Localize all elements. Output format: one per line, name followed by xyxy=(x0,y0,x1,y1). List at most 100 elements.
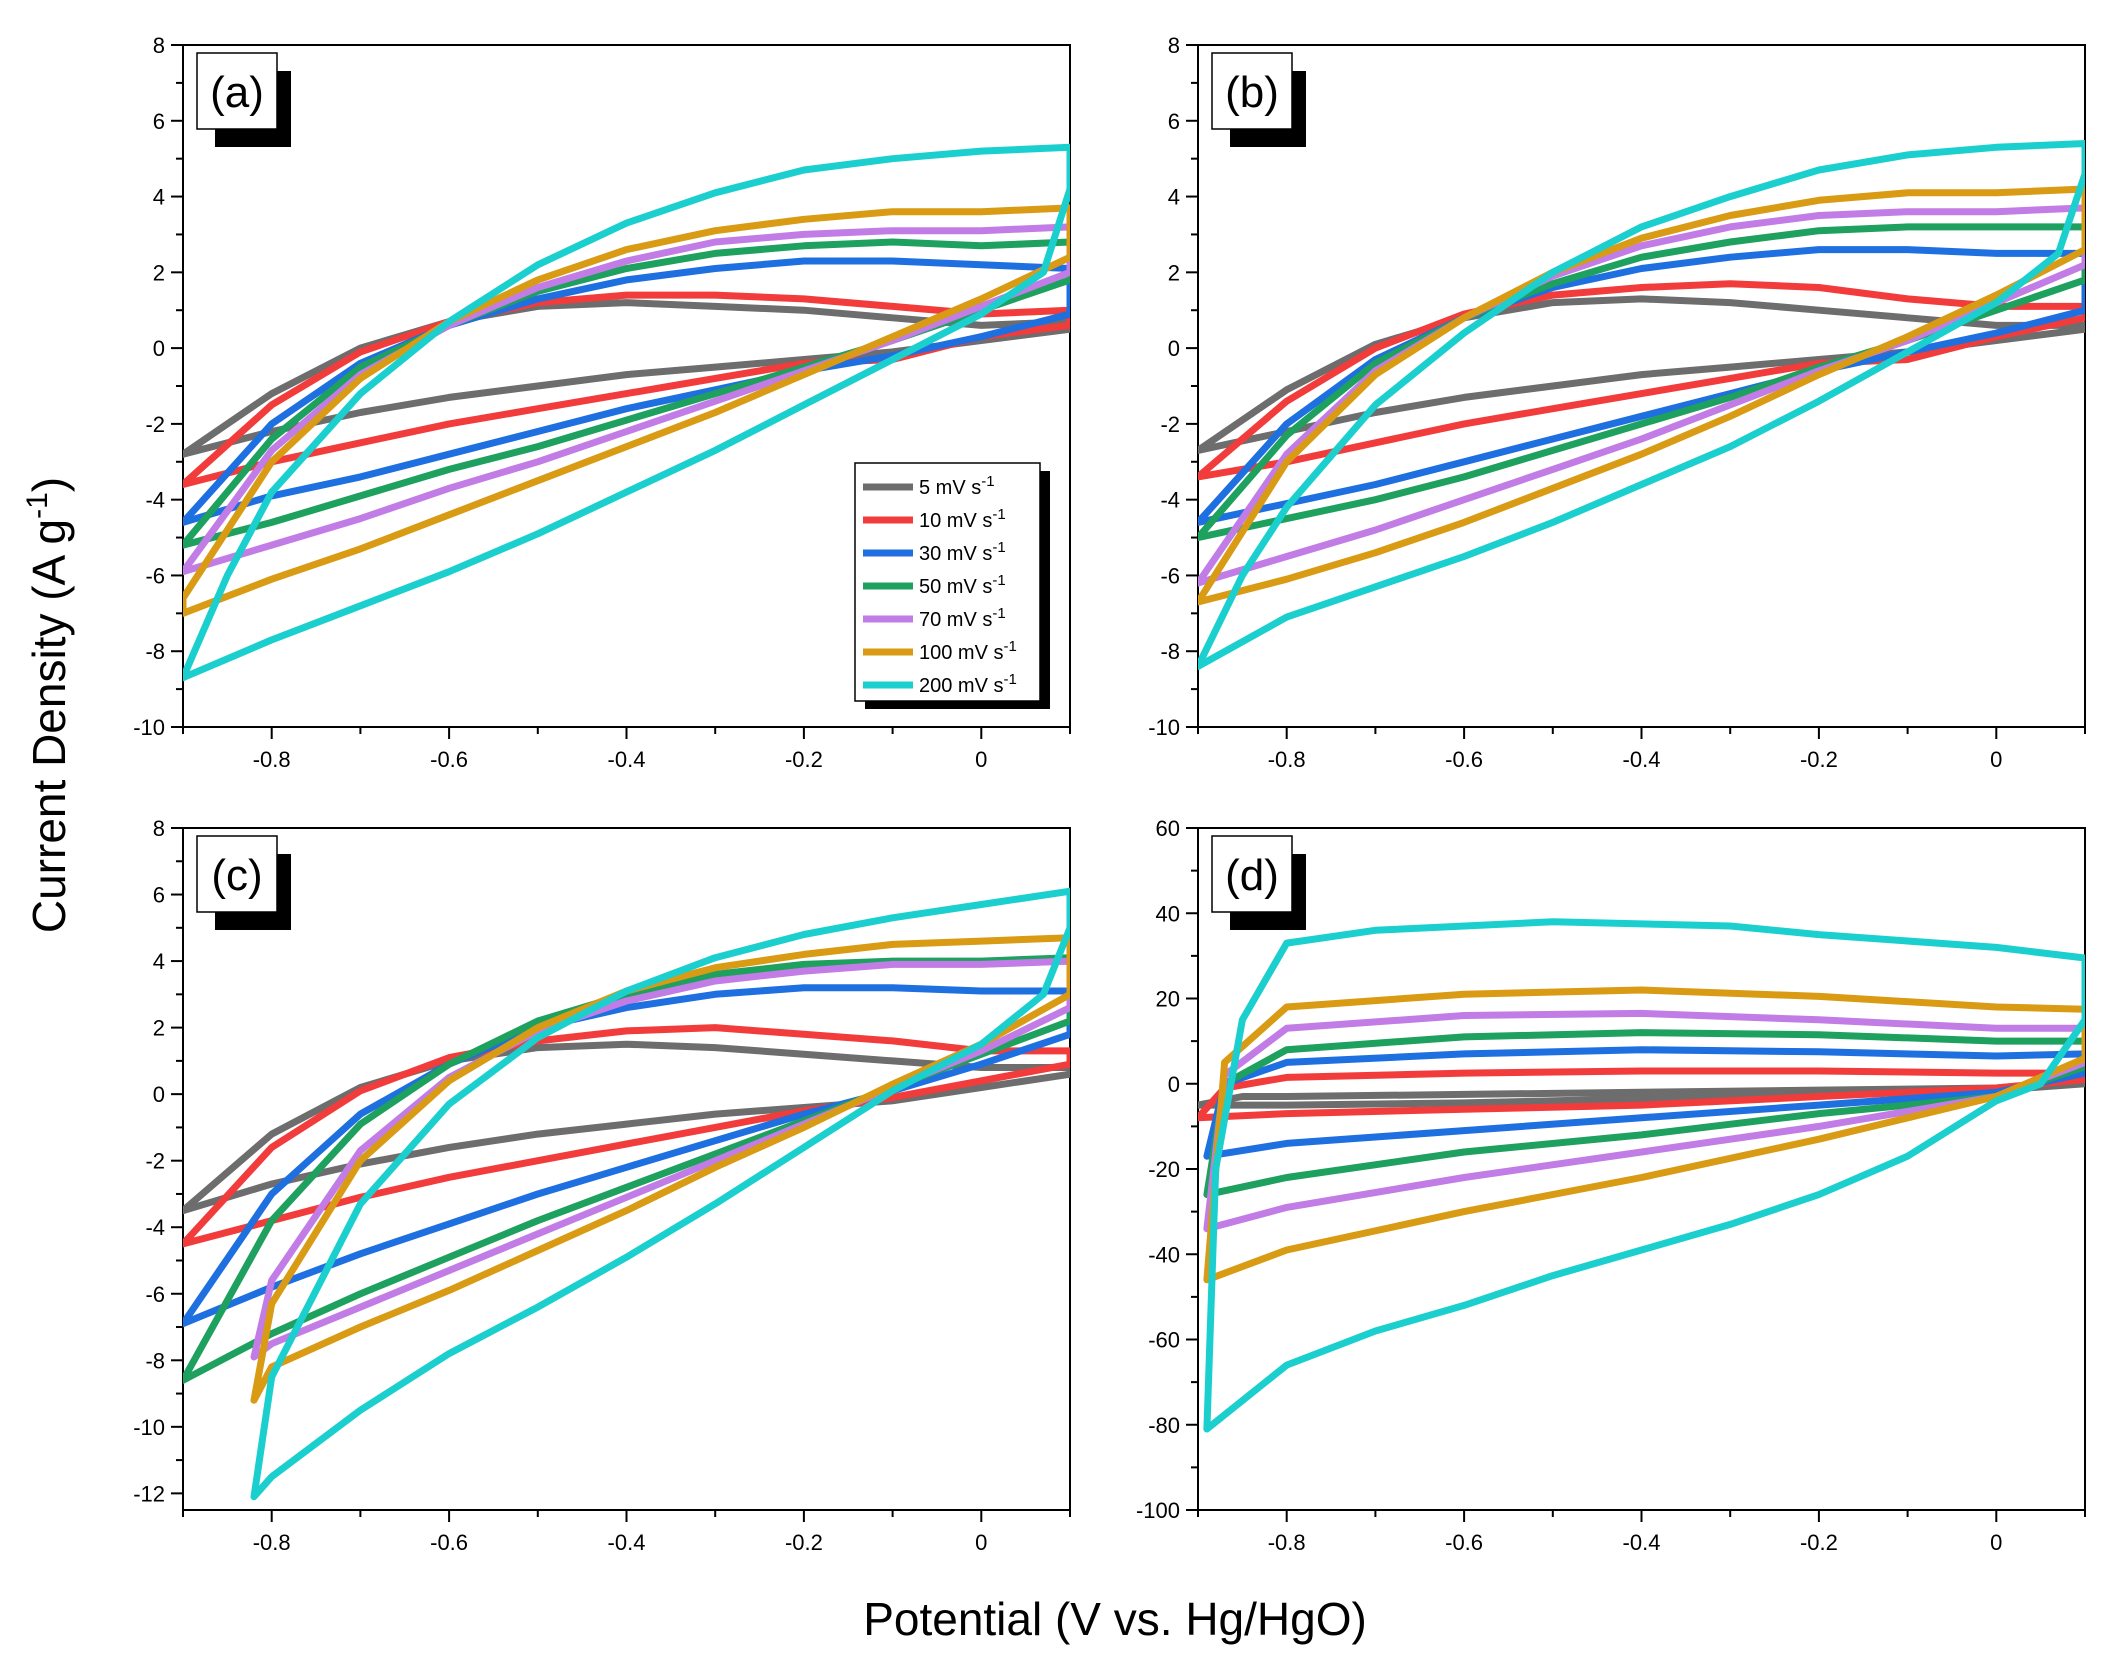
x-tick-label: 0 xyxy=(1990,1530,2002,1555)
x-tick-label: -0.8 xyxy=(253,1530,291,1555)
cv-loop-50-mv xyxy=(1203,1029,2085,1199)
cv-loop-100-mv xyxy=(1203,986,2085,1284)
panel-d: -0.8 -0.6 -0.4 -0.2 0 60 40 20 0 -20 -40 -60 -80 -100… xyxy=(1136,816,2086,1555)
x-tick-label: -0.4 xyxy=(608,1530,646,1555)
x-tick-label: -0.2 xyxy=(785,1530,823,1555)
x-tick-label: -0.8 xyxy=(253,747,291,772)
y-tick-label: -4 xyxy=(1160,488,1180,513)
y-tick-label: 4 xyxy=(153,185,165,210)
y-tick-label: -6 xyxy=(145,1282,165,1307)
x-tick-label: -0.2 xyxy=(1800,1530,1838,1555)
panel-label: (a) xyxy=(210,68,264,117)
y-tick-label: 20 xyxy=(1156,987,1180,1012)
y-tick-label: 8 xyxy=(153,816,165,841)
y-tick-label: -4 xyxy=(145,1215,165,1240)
x-axis-title: Potential (V vs. Hg/HgO) xyxy=(863,1593,1367,1645)
y-tick-label: 2 xyxy=(153,260,165,285)
y-axis-title-close: ) xyxy=(23,477,75,492)
y-tick-label: 6 xyxy=(1168,109,1180,134)
panel-label: (d) xyxy=(1225,851,1279,900)
x-tick-label: -0.6 xyxy=(1445,747,1483,772)
series-group xyxy=(1198,140,2085,670)
y-tick-label: -2 xyxy=(145,1149,165,1174)
y-tick-label: -20 xyxy=(1148,1157,1180,1182)
x-tick-label: -0.4 xyxy=(1623,747,1661,772)
x-tick-label: -0.8 xyxy=(1268,747,1306,772)
panel-label-box xyxy=(196,835,278,913)
y-tick-label: -8 xyxy=(1160,639,1180,664)
y-tick-label: 0 xyxy=(1168,336,1180,361)
cv-loop-10-mv xyxy=(1198,1067,2085,1122)
panel-label: (c) xyxy=(211,851,262,900)
panel-label: (b) xyxy=(1225,68,1279,117)
x-tick-label: -0.4 xyxy=(608,747,646,772)
y-tick-label: -10 xyxy=(133,715,165,740)
x-tick-label: -0.6 xyxy=(430,747,468,772)
cv-loop-200-mv xyxy=(1203,918,2085,1433)
panel-label-box xyxy=(1211,52,1293,130)
y-tick-label: -80 xyxy=(1148,1413,1180,1438)
x-tick-label: 0 xyxy=(1990,747,2002,772)
y-tick-label: 4 xyxy=(1168,185,1180,210)
panel-label-box xyxy=(196,52,278,130)
y-tick-label: 6 xyxy=(153,109,165,134)
legend-label-10: 10 mV s-1 xyxy=(919,506,1006,532)
y-axis-title-main: Current Density (A g xyxy=(23,519,75,933)
cv-loop-5-mv xyxy=(1198,1076,2085,1109)
x-tick-label: 0 xyxy=(975,1530,987,1555)
panel-c: -0.8 -0.6 -0.4 -0.2 0 8 6 4 2 0 -2 -4 -6 -8 -10 -12 (c) xyxy=(133,816,1071,1555)
y-tick-label: -8 xyxy=(145,639,165,664)
x-tick-label: -0.4 xyxy=(1623,1530,1661,1555)
y-tick-label: 8 xyxy=(1168,33,1180,58)
series-group xyxy=(183,887,1070,1501)
legend-box xyxy=(854,462,1041,702)
series-group xyxy=(183,143,1070,682)
panel-label-box xyxy=(1211,835,1293,913)
legend-label-70: 70 mV s-1 xyxy=(919,605,1006,631)
cv-loop-200-mv xyxy=(1198,140,2085,670)
panel-a: -0.8 -0.6 -0.4 -0.2 0 8 6 4 2 0 -2 -4 -6 -8 -10 (a) 5 mV… xyxy=(133,33,1071,772)
y-tick-label: -12 xyxy=(133,1481,165,1506)
cv-loop-100-mv xyxy=(183,204,1070,617)
y-tick-label: 60 xyxy=(1156,816,1180,841)
x-tick-label: -0.6 xyxy=(1445,1530,1483,1555)
x-tick-label: 0 xyxy=(975,747,987,772)
legend-label-5: 5 mV s-1 xyxy=(919,473,995,499)
y-tick-label: -100 xyxy=(1136,1498,1180,1523)
plot-frame xyxy=(1197,44,2086,728)
y-tick-label: -60 xyxy=(1148,1328,1180,1353)
legend-label-50: 50 mV s-1 xyxy=(919,572,1006,598)
cv-loop-50-mv xyxy=(183,954,1070,1384)
cv-loop-30-mv xyxy=(183,257,1070,526)
y-tick-label: 0 xyxy=(1168,1072,1180,1097)
series-group xyxy=(1198,918,2085,1433)
y-tick-label: 0 xyxy=(153,1082,165,1107)
y-tick-label: 0 xyxy=(153,336,165,361)
y-tick-label: 4 xyxy=(153,949,165,974)
y-tick-label: -6 xyxy=(145,563,165,588)
cv-loop-200-mv xyxy=(250,887,1070,1501)
y-tick-label: -2 xyxy=(145,412,165,437)
cv-loop-30-mv xyxy=(183,984,1070,1328)
y-tick-label: 6 xyxy=(153,883,165,908)
y-tick-label: 2 xyxy=(153,1016,165,1041)
y-tick-label: -40 xyxy=(1148,1242,1180,1267)
x-tick-label: -0.8 xyxy=(1268,1530,1306,1555)
legend-label-100: 100 mV s-1 xyxy=(919,638,1017,664)
cv-loop-70-mv xyxy=(183,223,1070,576)
cv-loop-5-mv xyxy=(1198,295,2085,454)
y-axis-title: Current Density (A g-1) xyxy=(21,477,75,933)
x-tick-label: -0.6 xyxy=(430,1530,468,1555)
legend: 5 mV s-1 10 mV s-1 30 mV s-1 50 mV s-1 70 mV… xyxy=(854,462,1041,702)
y-tick-label: -10 xyxy=(1148,715,1180,740)
cv-loop-70-mv xyxy=(1203,1009,2085,1233)
y-tick-label: -10 xyxy=(133,1415,165,1440)
cv-loop-100-mv xyxy=(250,934,1070,1404)
legend-label-30: 30 mV s-1 xyxy=(919,539,1006,565)
y-tick-label: -6 xyxy=(1160,563,1180,588)
legend-label-200: 200 mV s-1 xyxy=(919,671,1017,697)
cv-loop-30-mv xyxy=(1203,1046,2085,1160)
y-tick-label: 2 xyxy=(1168,260,1180,285)
